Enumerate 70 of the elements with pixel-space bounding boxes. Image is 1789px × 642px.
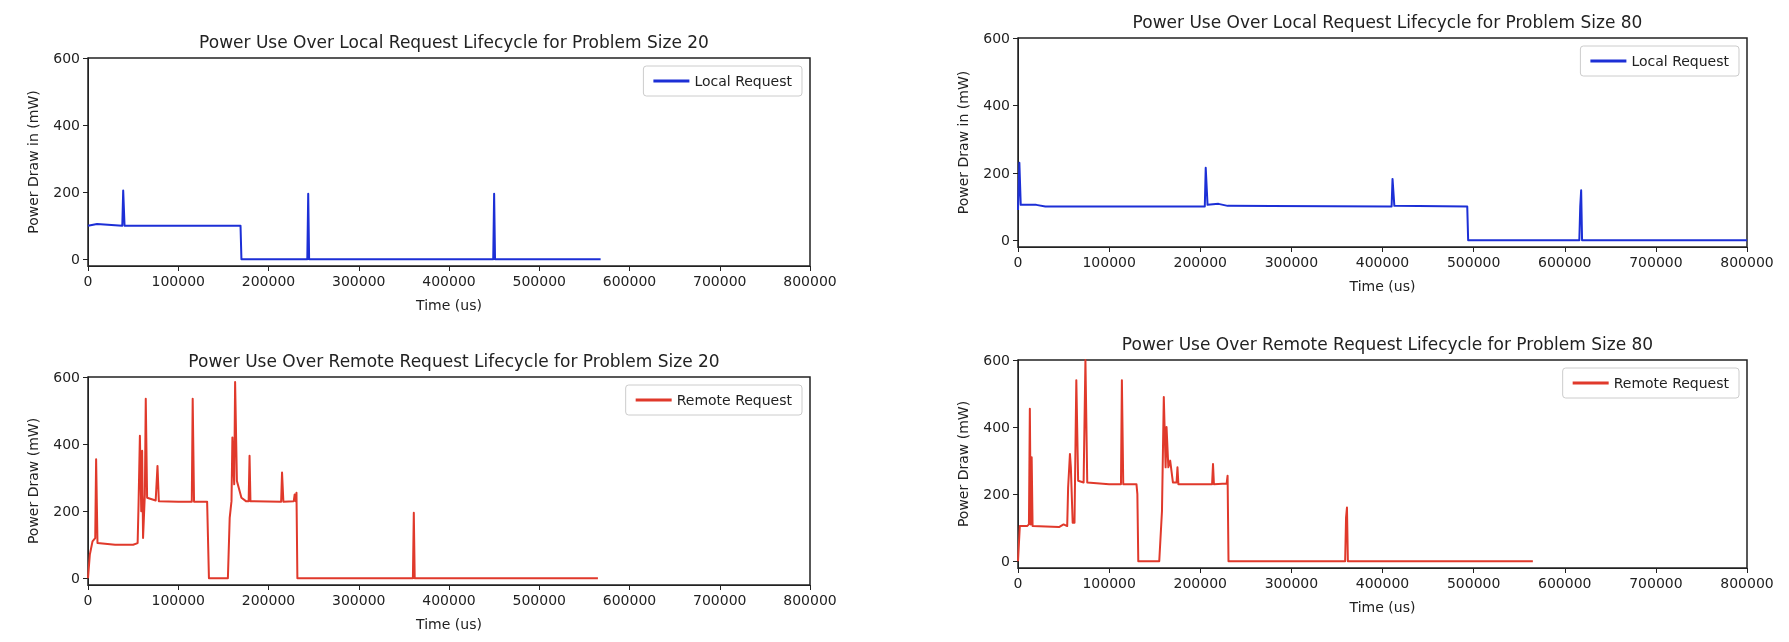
y-tick-label: 200	[983, 164, 1010, 181]
y-axis-title: Power Draw (mW)	[955, 400, 971, 528]
y-tick-label: 400	[53, 117, 80, 134]
x-tick-label: 800000	[1720, 254, 1774, 270]
x-tick-label: 100000	[1082, 575, 1136, 591]
x-tick-label: 0	[83, 273, 93, 289]
line-series	[1017, 161, 1748, 242]
x-tick-label: 500000	[1446, 254, 1501, 270]
x-tick-label: 600000	[1538, 575, 1592, 591]
chart-title: Power Use Over Remote Request Lifecycle for Problem Size 20	[188, 350, 720, 371]
x-tick-label: 100000	[151, 273, 205, 289]
y-tick-label: 600	[983, 30, 1010, 46]
x-tick-label: 700000	[693, 273, 747, 289]
x-tick-label: 400000	[422, 592, 476, 608]
y-axis-title: Power Draw in (mW)	[955, 70, 971, 215]
x-tick-label: 800000	[1720, 575, 1774, 591]
x-tick-label: 500000	[512, 273, 566, 289]
x-axis-title: Time (us)	[415, 616, 482, 632]
chart-title: Power Use Over Local Request Lifecycle for Problem Size 20	[199, 31, 709, 52]
y-tick-label: 600	[53, 369, 80, 385]
x-axis-title: Time (us)	[415, 297, 482, 313]
legend-label: Local Request	[1631, 53, 1730, 69]
x-tick-label: 400000	[422, 273, 476, 289]
y-tick-label: 200	[983, 486, 1010, 503]
y-tick-label: 400	[53, 436, 80, 453]
y-tick-label: 400	[983, 419, 1010, 436]
x-tick-label: 300000	[1264, 254, 1319, 270]
y-tick-label: 600	[53, 50, 80, 66]
x-tick-label: 200000	[241, 592, 296, 608]
y-tick-label: 0	[1001, 553, 1010, 570]
legend-label: Remote Request	[676, 392, 793, 408]
x-tick-label: 100000	[151, 592, 205, 608]
x-tick-label: 400000	[1355, 254, 1410, 270]
x-tick-label: 300000	[332, 273, 386, 289]
x-tick-label: 600000	[602, 592, 657, 608]
x-tick-label: 800000	[783, 592, 837, 608]
x-tick-label: 500000	[1446, 575, 1501, 591]
y-tick-label: 200	[53, 184, 80, 201]
x-tick-label: 600000	[1538, 254, 1592, 270]
x-tick-label: 400000	[1355, 575, 1410, 591]
chart-title: Power Use Over Local Request Lifecycle for Problem Size 80	[1132, 11, 1643, 32]
x-tick-label: 200000	[241, 273, 296, 289]
x-tick-label: 600000	[602, 273, 657, 289]
x-axis-title: Time (us)	[1348, 278, 1416, 294]
x-tick-label: 700000	[693, 592, 747, 608]
x-tick-label: 300000	[332, 592, 386, 608]
x-tick-label: 700000	[1629, 575, 1683, 591]
x-tick-label: 0	[1013, 254, 1023, 270]
x-tick-label: 100000	[1082, 254, 1136, 270]
x-tick-label: 0	[83, 592, 93, 608]
chart-title: Power Use Over Remote Request Lifecycle for Problem Size 80	[1121, 333, 1654, 354]
line-series	[87, 189, 602, 261]
x-tick-label: 800000	[783, 273, 837, 289]
y-tick-label: 0	[1001, 232, 1010, 249]
y-axis-title: Power Draw in (mW)	[25, 90, 41, 234]
line-series	[87, 381, 599, 580]
x-tick-label: 700000	[1629, 254, 1683, 270]
x-tick-label: 500000	[512, 592, 566, 608]
x-tick-label: 300000	[1264, 575, 1319, 591]
x-tick-label: 200000	[1173, 575, 1227, 591]
y-axis-title: Power Draw (mW)	[25, 417, 41, 545]
y-tick-label: 400	[983, 97, 1010, 114]
y-tick-label: 600	[983, 352, 1010, 368]
y-tick-label: 200	[53, 503, 80, 520]
line-series	[1017, 359, 1534, 563]
x-tick-label: 200000	[1173, 254, 1227, 270]
legend-label: Remote Request	[1613, 375, 1730, 391]
legend-label: Local Request	[694, 73, 793, 89]
x-axis-title: Time (us)	[1348, 599, 1416, 615]
x-tick-label: 0	[1013, 575, 1023, 591]
